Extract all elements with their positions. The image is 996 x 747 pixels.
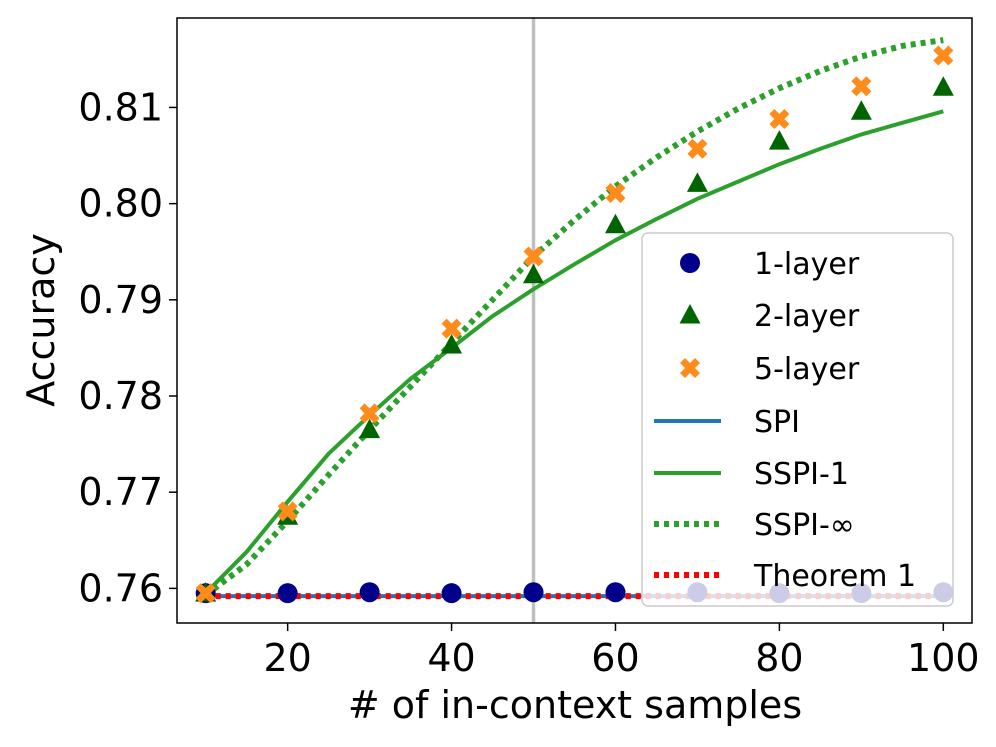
point-1-layer: [523, 582, 544, 603]
legend-label: 2-layer: [754, 299, 860, 334]
series-line-sspi-: [203, 37, 944, 598]
point-2-layer: [359, 418, 381, 439]
legend-handle-2-layer: [679, 304, 701, 324]
legend-label: 5-layer: [754, 352, 860, 387]
x-tick-label: 40: [427, 636, 475, 680]
y-axis-label: Accuracy: [19, 233, 63, 407]
point-2-layer: [850, 100, 872, 120]
legend-label: SSPI-∞: [754, 508, 855, 543]
x-tick-label: 60: [591, 636, 639, 680]
x-tick-label: 100: [907, 636, 980, 680]
point-2-layer: [523, 263, 545, 284]
legend-label: SPI: [754, 405, 800, 440]
point-5-layer: [769, 108, 790, 129]
point-5-layer: [277, 501, 298, 522]
point-2-layer: [441, 334, 463, 354]
point-2-layer: [932, 76, 954, 96]
legend-label: 1-layer: [754, 247, 860, 282]
x-axis-label: # of in-context samples: [348, 683, 802, 727]
point-1-layer: [441, 583, 462, 604]
legend-box: [641, 232, 954, 607]
y-tick-label: 0.76: [78, 566, 163, 610]
plot-area: [195, 18, 954, 623]
series-line-sspi-1: [204, 109, 944, 595]
point-1-layer: [277, 583, 298, 604]
y-tick-label: 0.80: [78, 182, 163, 226]
y-tick-label: 0.81: [78, 85, 163, 129]
legend: 1-layer 2-layer 5-layer SPI SSPI-1 SSPI-∞ Theo…: [641, 232, 954, 607]
point-2-layer: [686, 172, 708, 192]
x-tick-label: 20: [263, 636, 311, 680]
legend-label: Theorem 1: [753, 559, 916, 594]
y-tick-label: 0.79: [78, 278, 163, 322]
point-5-layer: [195, 583, 216, 604]
legend-handle-5-layer: [680, 358, 700, 378]
axes-frame: [176, 17, 973, 624]
point-5-layer: [523, 246, 544, 267]
legend-handle-1-layer: [680, 253, 700, 273]
point-5-layer: [851, 76, 872, 97]
point-1-layer: [605, 582, 626, 603]
point-5-layer: [605, 183, 626, 204]
legend-label: SSPI-1: [754, 457, 849, 492]
point-5-layer: [441, 318, 462, 339]
y-tick-label: 0.77: [78, 470, 163, 514]
point-5-layer: [933, 45, 954, 66]
point-5-layer: [359, 403, 380, 424]
x-tick-label: 80: [755, 636, 803, 680]
y-tick-label: 0.78: [78, 374, 163, 418]
point-5-layer: [687, 138, 708, 159]
point-2-layer: [768, 130, 790, 150]
point-2-layer: [604, 213, 626, 234]
point-1-layer: [359, 582, 380, 603]
